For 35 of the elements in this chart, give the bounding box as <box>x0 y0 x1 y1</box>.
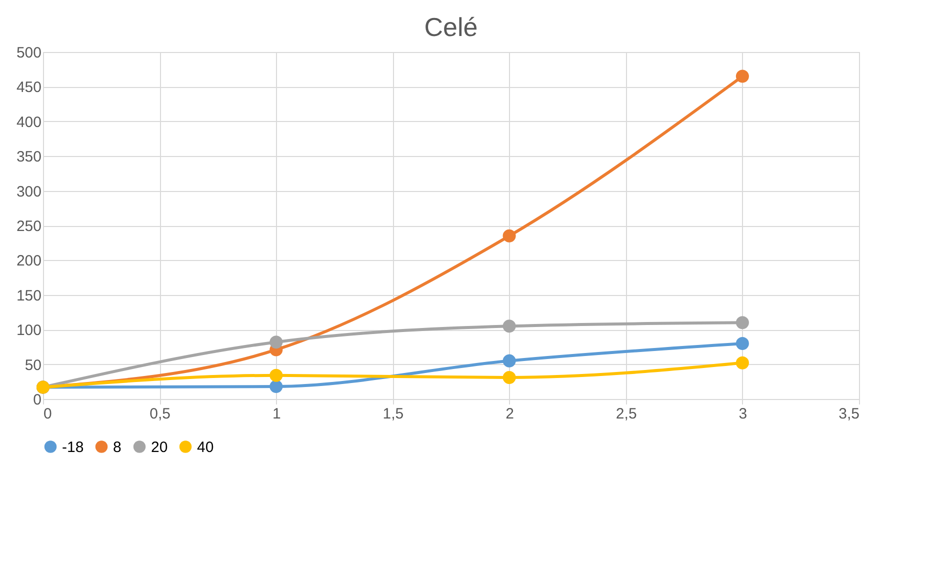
x-tick-label: 2 <box>506 406 514 422</box>
point <box>502 354 516 368</box>
y-tick-label: 500 <box>16 44 42 62</box>
x-tick-label: 1 <box>272 406 281 422</box>
y-tick-label: 150 <box>16 287 42 304</box>
y-tick-label: 200 <box>16 252 42 270</box>
legend-label: 40 <box>197 438 214 456</box>
x-tick-label: 3,5 <box>838 406 860 422</box>
x-tick-label: 0,5 <box>150 406 170 422</box>
x-tick-label: 2,5 <box>616 406 637 422</box>
point <box>736 336 749 350</box>
point <box>736 316 749 330</box>
y-tick-label: 250 <box>16 218 42 235</box>
y-tick-label: 450 <box>16 79 42 96</box>
y-tick-label: 400 <box>16 114 42 131</box>
point <box>502 320 516 333</box>
chart-title: Celé <box>424 12 478 42</box>
point <box>736 70 749 83</box>
point <box>736 356 749 370</box>
y-tick-label: 100 <box>16 322 42 340</box>
y-tick-label: 350 <box>16 148 42 166</box>
legend-label: 20 <box>151 438 168 456</box>
legend-label: -18 <box>62 438 84 456</box>
x-tick-label: 3 <box>738 406 748 422</box>
point <box>270 336 283 349</box>
legend-label: 8 <box>113 438 122 456</box>
point <box>502 229 516 242</box>
x-tick-label: 0 <box>44 406 52 422</box>
point <box>270 368 283 382</box>
point <box>502 370 516 384</box>
point <box>270 380 283 394</box>
x-tick-label: 1,5 <box>382 406 404 422</box>
y-tick-label: 50 <box>24 356 42 374</box>
y-tick-label: 0 <box>33 392 42 408</box>
y-tick-label: 300 <box>16 183 42 200</box>
